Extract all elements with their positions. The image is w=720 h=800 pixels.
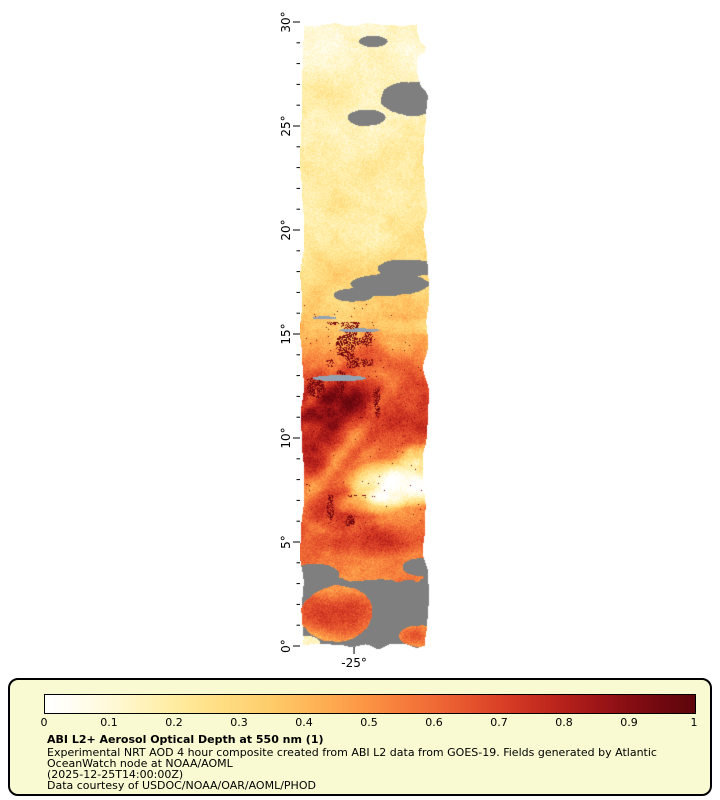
caption-description-line2: OceanWatch node at NOAA/AOML [47, 757, 233, 770]
colorbar-tick-label: 0.3 [230, 716, 248, 729]
colorbar-tick-label: 0.7 [490, 716, 508, 729]
colorbar-tick-label: 0.4 [295, 716, 313, 729]
y-axis-tick-label: 20° [279, 219, 293, 240]
colorbar-tick-label: 0.5 [360, 716, 378, 729]
caption-title: ABI L2+ Aerosol Optical Depth at 550 nm … [47, 733, 324, 746]
colorbar-gradient [44, 694, 696, 714]
colorbar-caption-panel: 0 0.1 0.2 0.3 0.4 0.5 0.6 0.7 0.8 0.9 1 ABI L2+ Ae… [8, 678, 712, 796]
colorbar-tick-label: 0.9 [620, 716, 638, 729]
map-axes: 30° 25° 20° 15° 10° 5° 0° -25° [279, 11, 367, 670]
colorbar-tick-label: 0 [40, 716, 48, 729]
colorbar-tick-label: 0.6 [425, 716, 443, 729]
colorbar-tick-label: 0.1 [100, 716, 118, 729]
caption-description-line1: Experimental NRT AOD 4 hour composite cr… [47, 746, 657, 759]
y-axis-tick-label: 10° [279, 427, 293, 448]
y-axis-tick-label: 25° [279, 115, 293, 136]
colorbar-tick-label: 0.8 [555, 716, 573, 729]
colorbar-tick-label: 0.2 [165, 716, 183, 729]
y-axis-tick-label: 15° [279, 323, 293, 344]
y-axis-tick-label: 0° [279, 639, 293, 653]
y-axis-tick-label: 30° [279, 11, 293, 32]
caption-timestamp: (2025-12-25T14:00:00Z) [47, 768, 184, 781]
y-axis-tick-label: 5° [279, 535, 293, 549]
aod-map-heatmap [300, 22, 432, 656]
colorbar-tick-label: 1 [690, 716, 698, 729]
caption-courtesy: Data courtesy of USDOC/NOAA/OAR/AOML/PHO… [47, 779, 316, 792]
x-axis-tick-label: -25° [341, 656, 367, 670]
